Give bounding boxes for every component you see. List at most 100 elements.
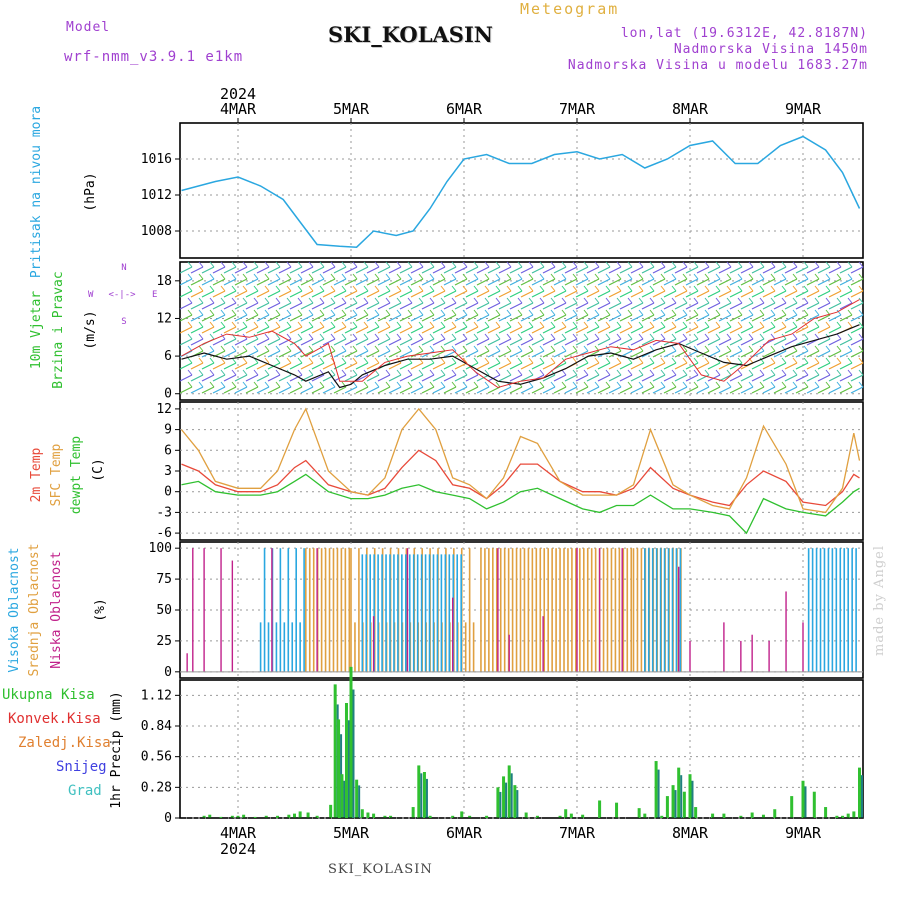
wind-barb xyxy=(399,278,413,286)
precip-bar xyxy=(417,765,421,818)
wind-barb xyxy=(462,273,468,280)
wind-barb xyxy=(839,350,853,358)
wind-barb xyxy=(432,350,446,358)
wind-barb xyxy=(759,309,765,316)
wind-barb xyxy=(817,326,831,334)
wind-barb xyxy=(443,338,457,346)
precip-bar xyxy=(337,719,341,818)
wind-barb xyxy=(759,321,765,328)
wind-barb xyxy=(275,309,281,316)
wind-barb xyxy=(256,350,270,358)
wind-barb xyxy=(564,350,578,358)
y-tick-label: 0.84 xyxy=(141,719,172,734)
wind-barb xyxy=(586,290,600,298)
wind-barb xyxy=(454,362,468,370)
wind-barb xyxy=(231,321,237,328)
wind-barb xyxy=(718,362,732,370)
wind-barb xyxy=(847,321,853,328)
precip-bar-snow xyxy=(425,778,428,818)
wind-barb xyxy=(242,309,248,316)
wind-barb xyxy=(179,278,193,286)
wind-barb xyxy=(806,362,820,370)
wind-barb xyxy=(209,285,215,292)
wind-barb xyxy=(440,333,446,340)
wind-barb xyxy=(729,278,743,286)
wind-barb xyxy=(476,314,490,322)
precip-bar xyxy=(219,816,223,818)
wind-barb xyxy=(696,278,710,286)
wind-barb xyxy=(264,333,270,340)
wind-barb xyxy=(385,321,391,328)
compass-s-label: S xyxy=(121,317,126,327)
wind-barb xyxy=(201,314,215,322)
model-elevation-text: Nadmorska Visina u modelu 1683.27m xyxy=(567,58,868,73)
wind-barb xyxy=(245,266,259,274)
wind-barb xyxy=(407,333,413,340)
wind-barb xyxy=(806,386,820,394)
wind-barb xyxy=(476,278,490,286)
wind-barb xyxy=(531,314,545,322)
precip-bar xyxy=(264,815,268,818)
wind-barb xyxy=(550,381,556,388)
wind-barb xyxy=(487,266,501,274)
wind-barb xyxy=(278,290,292,298)
wind-barb xyxy=(828,374,842,382)
wind-barb xyxy=(190,290,204,298)
wind-barb xyxy=(234,338,248,346)
wind-barb xyxy=(707,386,721,394)
bottom-year-label: 2024 xyxy=(220,840,256,858)
wind-barb xyxy=(531,290,545,298)
wind-barb xyxy=(792,297,798,304)
wind-barb xyxy=(498,362,512,370)
wind-barb xyxy=(836,261,842,268)
wind-barb xyxy=(363,285,369,292)
wind-barb xyxy=(726,321,732,328)
precip-bar xyxy=(846,813,850,818)
wind-barb xyxy=(311,386,325,394)
wind-barb xyxy=(575,338,589,346)
wind-barb xyxy=(429,261,435,268)
wind-barb xyxy=(715,309,721,316)
wind-barb xyxy=(729,362,743,370)
wind-barb xyxy=(220,309,226,316)
temp-dew-label: dewpt Temp xyxy=(69,436,84,514)
y-tick-label: 0.56 xyxy=(141,750,172,765)
wind-barb xyxy=(652,266,666,274)
wind-barb xyxy=(231,297,237,304)
wind-barb xyxy=(814,369,820,376)
wind-barb xyxy=(517,309,523,316)
wind-barb xyxy=(660,285,666,292)
precip-bar xyxy=(835,815,839,818)
wind-barb xyxy=(322,362,336,370)
wind-barb xyxy=(311,374,325,382)
precip-bar xyxy=(293,813,296,818)
wind-barb xyxy=(707,290,721,298)
top-day-label: 8MAR xyxy=(672,100,709,118)
wind-barb xyxy=(264,381,270,388)
wind-barb xyxy=(473,261,479,268)
wind-barb xyxy=(795,314,809,322)
wind-barb xyxy=(814,381,820,388)
wind-barb xyxy=(737,297,743,304)
wind-barb xyxy=(220,345,226,352)
wind-barb xyxy=(839,266,853,274)
wind-barb xyxy=(190,386,204,394)
wind-barb xyxy=(388,362,402,370)
wind-barb xyxy=(311,338,325,346)
wind-barb xyxy=(201,290,215,298)
wind-barb xyxy=(674,266,688,274)
wind-barb xyxy=(630,290,644,298)
wind-barb xyxy=(704,285,710,292)
wind-barb xyxy=(641,326,655,334)
wind-barb xyxy=(333,386,347,394)
wind-barb xyxy=(817,374,831,382)
wind-barb xyxy=(619,314,633,322)
wind-barb xyxy=(718,350,732,358)
wind-barb xyxy=(828,338,842,346)
wind-barb xyxy=(594,321,600,328)
wind-barb xyxy=(209,273,215,280)
wind-barb xyxy=(718,302,732,310)
precip-bar xyxy=(340,774,344,818)
wind-ylabel: 10m Vjetar xyxy=(29,291,44,369)
wind-barb xyxy=(641,266,655,274)
